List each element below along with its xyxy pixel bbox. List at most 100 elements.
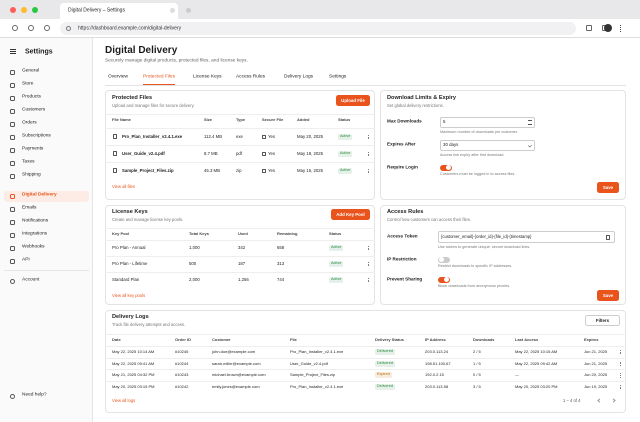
url-text[interactable]: https://dashboard.example.com/digital-de… bbox=[78, 25, 182, 31]
row-menu[interactable] bbox=[368, 170, 369, 172]
tab[interactable]: Protected Files bbox=[143, 74, 175, 80]
row-menu[interactable] bbox=[620, 386, 621, 388]
input-value[interactable]: {customer_email}-{order_id}-{file_id}-{t… bbox=[441, 233, 532, 239]
row-menu[interactable] bbox=[368, 151, 369, 153]
row-menu[interactable] bbox=[368, 261, 369, 263]
row-menu[interactable] bbox=[368, 277, 369, 279]
link[interactable]: View all logs bbox=[112, 397, 136, 403]
button[interactable] bbox=[597, 290, 619, 301]
nav-item[interactable]: General bbox=[22, 68, 40, 74]
row-menu[interactable] bbox=[620, 363, 621, 365]
card-title: License Keys bbox=[112, 209, 148, 216]
row-menu[interactable] bbox=[620, 361, 621, 363]
field-label: Require Login bbox=[387, 164, 418, 170]
tab[interactable]: Access Rules bbox=[236, 74, 266, 80]
button[interactable] bbox=[331, 209, 370, 220]
nav-item[interactable]: Notifications bbox=[22, 218, 49, 224]
input[interactable] bbox=[440, 139, 535, 151]
row-menu[interactable] bbox=[368, 265, 369, 267]
nav-button[interactable] bbox=[44, 25, 50, 31]
nav-button[interactable] bbox=[12, 25, 18, 31]
row-menu[interactable] bbox=[368, 281, 369, 283]
nav-button[interactable] bbox=[28, 25, 34, 31]
row-menu[interactable] bbox=[368, 134, 369, 136]
row-menu[interactable] bbox=[620, 376, 621, 378]
nav-item[interactable]: Emails bbox=[22, 205, 37, 211]
url-field[interactable] bbox=[60, 22, 576, 35]
tab[interactable]: Overview bbox=[108, 74, 128, 80]
toggle-knob bbox=[444, 277, 449, 283]
new-tab[interactable] bbox=[186, 8, 191, 13]
cell[interactable]: Sample_Project_Files.zip bbox=[122, 167, 174, 173]
nav-item[interactable]: Integrations bbox=[22, 231, 48, 237]
button[interactable] bbox=[336, 95, 370, 106]
input[interactable] bbox=[440, 116, 535, 128]
cell: 744 bbox=[277, 276, 285, 282]
row-menu[interactable] bbox=[620, 351, 621, 353]
tab[interactable]: Settings bbox=[329, 74, 347, 80]
row-menu[interactable] bbox=[620, 388, 621, 390]
menu-button[interactable] bbox=[620, 25, 622, 32]
button-label[interactable]: Filters bbox=[595, 317, 610, 323]
row-menu[interactable] bbox=[368, 263, 369, 265]
nav-item[interactable]: Digital Delivery bbox=[22, 192, 57, 198]
row-menu[interactable] bbox=[620, 349, 621, 351]
browser-tab[interactable] bbox=[60, 3, 178, 19]
toolbar-icon[interactable] bbox=[586, 25, 592, 31]
nav-item[interactable]: API bbox=[22, 257, 30, 263]
tab-close[interactable] bbox=[170, 8, 175, 13]
row-menu[interactable] bbox=[368, 136, 369, 138]
input-value[interactable]: 30 days bbox=[443, 141, 459, 147]
button-label[interactable]: Upload File bbox=[341, 97, 365, 103]
nav-item[interactable]: Shipping bbox=[22, 172, 41, 178]
row-menu[interactable] bbox=[620, 364, 621, 366]
nav-item[interactable]: Store bbox=[22, 81, 34, 87]
tab[interactable]: License Keys bbox=[193, 74, 222, 80]
button[interactable] bbox=[597, 182, 619, 193]
copy-icon[interactable] bbox=[606, 234, 610, 240]
nav-item[interactable]: Taxes bbox=[22, 159, 35, 165]
window-control[interactable] bbox=[32, 7, 38, 13]
button-label[interactable]: Add Key Pool bbox=[336, 211, 365, 217]
row-menu[interactable] bbox=[368, 249, 369, 251]
row-menu[interactable] bbox=[368, 153, 369, 155]
row-menu[interactable] bbox=[620, 385, 621, 386]
button[interactable] bbox=[585, 315, 620, 326]
nav-item[interactable]: Customers bbox=[22, 107, 46, 113]
row-menu[interactable] bbox=[368, 245, 369, 247]
input-value[interactable]: 5 bbox=[443, 118, 446, 124]
row-menu[interactable] bbox=[368, 168, 369, 170]
row-menu[interactable] bbox=[620, 374, 621, 376]
row-menu[interactable] bbox=[368, 247, 369, 249]
row-menu[interactable] bbox=[620, 353, 621, 355]
help-link[interactable]: Need help? bbox=[22, 392, 47, 398]
nav-item[interactable]: Webhooks bbox=[22, 244, 45, 250]
nav-item[interactable]: Payments bbox=[22, 146, 44, 152]
row-menu[interactable] bbox=[368, 279, 369, 281]
toggle[interactable] bbox=[438, 256, 450, 263]
window-control[interactable] bbox=[10, 7, 16, 13]
tab-title: Digital Delivery – Settings bbox=[68, 7, 125, 14]
nav-item[interactable]: Account bbox=[22, 277, 40, 283]
input[interactable] bbox=[438, 231, 615, 243]
button-label[interactable]: Save bbox=[602, 184, 614, 190]
cell[interactable]: User_Guide_v2.4.pdf bbox=[122, 150, 165, 156]
row-menu[interactable] bbox=[368, 155, 369, 157]
input-control bbox=[528, 119, 532, 125]
link[interactable]: View all files bbox=[112, 183, 135, 189]
nav-item[interactable]: Products bbox=[22, 94, 41, 100]
link[interactable]: View all key pools bbox=[112, 292, 146, 298]
cell[interactable]: Pro_Plan_Installer_v2.4.1.exe bbox=[122, 133, 183, 139]
cell: pdf bbox=[236, 150, 242, 156]
row-divider bbox=[105, 272, 375, 273]
button-label[interactable]: Save bbox=[602, 292, 614, 298]
nav-item[interactable]: Subscriptions bbox=[22, 133, 51, 139]
tab[interactable]: Delivery Logs bbox=[284, 74, 314, 80]
window-control[interactable] bbox=[21, 7, 27, 13]
profile-avatar[interactable] bbox=[604, 24, 612, 32]
row-menu[interactable] bbox=[620, 373, 621, 375]
nav-item[interactable]: Orders bbox=[22, 120, 37, 126]
row-menu[interactable] bbox=[368, 138, 369, 140]
file-icon bbox=[113, 168, 117, 173]
row-menu[interactable] bbox=[368, 172, 369, 174]
